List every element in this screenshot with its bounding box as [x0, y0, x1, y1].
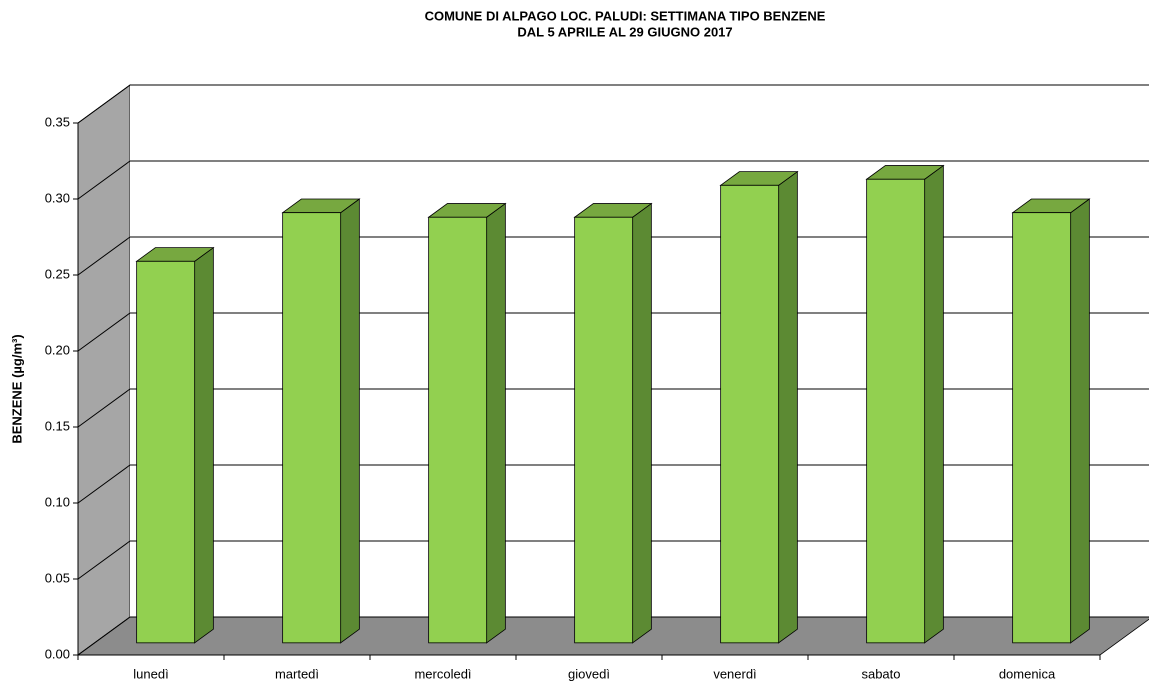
x-tick-label: sabato — [861, 666, 900, 681]
bar-side — [778, 170, 798, 644]
grid-line — [77, 540, 1149, 580]
bar — [1012, 212, 1072, 644]
y-tick-label: 0.30 — [45, 190, 70, 205]
grid-line — [77, 160, 1149, 200]
bar-side — [486, 202, 506, 644]
chart-title: COMUNE DI ALPAGO LOC. PALUDI: SETTIMANA … — [425, 8, 826, 23]
x-tick-label: venerdì — [713, 666, 756, 681]
y-tick-label: 0.35 — [45, 114, 70, 129]
x-tick-label: lunedì — [133, 666, 168, 681]
side-wall — [77, 84, 131, 656]
x-tick-label: mercoledì — [414, 666, 471, 681]
y-tick-label: 0.00 — [45, 646, 70, 661]
grid-line — [77, 464, 1149, 504]
y-tick-label: 0.15 — [45, 418, 70, 433]
x-tick-label: martedì — [275, 666, 319, 681]
x-tick-label: domenica — [999, 666, 1056, 681]
bar-side — [924, 164, 944, 644]
grid-line — [77, 312, 1149, 352]
y-tick-label: 0.25 — [45, 266, 70, 281]
bar — [136, 260, 196, 644]
y-axis-label: BENZENE (µg/m³) — [9, 334, 24, 443]
bar-side — [194, 246, 214, 644]
y-tick-label: 0.10 — [45, 494, 70, 509]
bar — [428, 216, 488, 644]
bar-side — [1070, 198, 1090, 644]
x-tick-label: giovedì — [568, 666, 610, 681]
bar — [282, 212, 342, 644]
y-tick-label: 0.05 — [45, 570, 70, 585]
bar — [720, 184, 780, 644]
grid-line — [77, 236, 1149, 276]
grid-line — [77, 616, 1149, 656]
y-tick-label: 0.20 — [45, 342, 70, 357]
chart-subtitle: DAL 5 APRILE AL 29 GIUGNO 2017 — [517, 24, 732, 39]
grid-line — [77, 388, 1149, 428]
grid-line — [77, 84, 1149, 124]
bar — [866, 178, 926, 644]
bar — [574, 216, 634, 644]
bar-side — [340, 198, 360, 644]
bar-side — [632, 202, 652, 644]
